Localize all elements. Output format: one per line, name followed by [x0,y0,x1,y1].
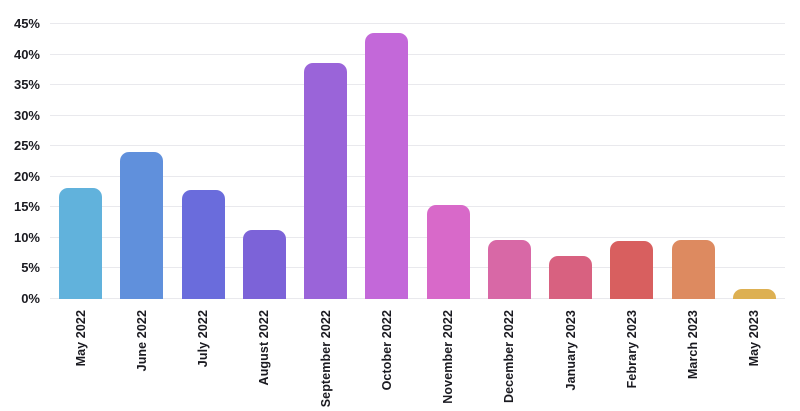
y-axis-tick-label: 30% [13,107,40,123]
x-axis-label-cell: May 2023 [724,310,785,410]
bar-column-march-2023 [663,239,724,299]
bar-january-2023[interactable] [549,255,593,299]
bar-march-2023[interactable] [671,239,715,299]
gridline [50,53,785,55]
bar-column-september-2022 [295,62,356,299]
bar-column-november-2022 [418,204,479,299]
bar-june-2022[interactable] [120,151,164,299]
y-axis-tick-label: 25% [13,138,40,154]
x-axis: May 2022 June 2022 July 2022 August 2022 Sep… [50,310,785,410]
gridline [50,84,785,86]
x-axis-label-january-2023: January 2023 [563,310,578,391]
bar-column-may-2022 [50,188,111,299]
bar-august-2022[interactable] [242,229,286,299]
bar-column-june-2022 [111,151,172,299]
x-axis-label-cell: January 2023 [540,310,601,410]
x-axis-label-febrary-2023: Febrary 2023 [624,310,639,389]
x-axis-label-september-2022: September 2022 [318,310,333,408]
y-axis-tick-label: 20% [13,168,40,184]
gridline [50,145,785,147]
gridline [50,298,785,299]
bar-column-august-2022 [234,229,295,299]
bar-may-2022[interactable] [59,188,103,299]
x-axis-label-cell: October 2022 [356,310,417,410]
y-axis-tick-label: 0% [21,291,40,306]
y-axis-tick-label: 45% [13,16,40,31]
bar-column-october-2022 [356,33,417,299]
bar-series [50,24,785,299]
x-axis-label-cell: Febrary 2023 [601,310,662,410]
x-axis-label-june-2022: June 2022 [134,310,149,372]
gridline [50,267,785,269]
x-axis-label-may-2022: May 2022 [73,310,88,367]
bar-september-2022[interactable] [304,62,348,299]
y-axis-tick-label: 40% [13,46,40,62]
x-axis-label-july-2022: July 2022 [196,310,211,368]
bar-may-2023[interactable] [732,289,776,299]
y-axis-tick-label: 15% [13,199,40,215]
gridline [50,206,785,208]
bar-december-2022[interactable] [487,240,531,299]
bar-column-december-2022 [479,240,540,299]
y-axis-tick-label: 10% [13,229,40,245]
x-axis-label-cell: March 2023 [663,310,724,410]
x-axis-label-cell: June 2022 [111,310,172,410]
x-axis-label-october-2022: October 2022 [379,310,394,391]
x-axis-label-cell: November 2022 [418,310,479,410]
x-axis-label-cell: August 2022 [234,310,295,410]
bar-october-2022[interactable] [365,33,409,299]
y-axis-tick-label: 35% [13,77,40,93]
gridline [50,175,785,177]
bar-july-2022[interactable] [181,189,225,299]
x-axis-label-cell: September 2022 [295,310,356,410]
gridline [50,23,785,24]
bar-column-may-2023 [724,289,785,299]
gridline [50,236,785,238]
x-axis-label-march-2023: March 2023 [686,310,701,380]
plot-area [50,23,785,299]
bar-column-febrary-2023 [601,240,662,299]
y-axis-tick-label: 5% [21,260,40,276]
bar-november-2022[interactable] [426,204,470,299]
gridline [50,114,785,116]
x-axis-label-cell: July 2022 [173,310,234,410]
bar-column-january-2023 [540,255,601,299]
x-axis-label-november-2022: November 2022 [441,310,456,404]
x-axis-label-cell: December 2022 [479,310,540,410]
x-axis-label-august-2022: August 2022 [257,310,272,386]
bar-column-july-2022 [173,189,234,299]
bar-febrary-2023[interactable] [610,240,654,299]
x-axis-label-cell: May 2022 [50,310,111,410]
x-axis-label-december-2022: December 2022 [502,310,517,404]
x-axis-label-may-2023: May 2023 [747,310,762,367]
